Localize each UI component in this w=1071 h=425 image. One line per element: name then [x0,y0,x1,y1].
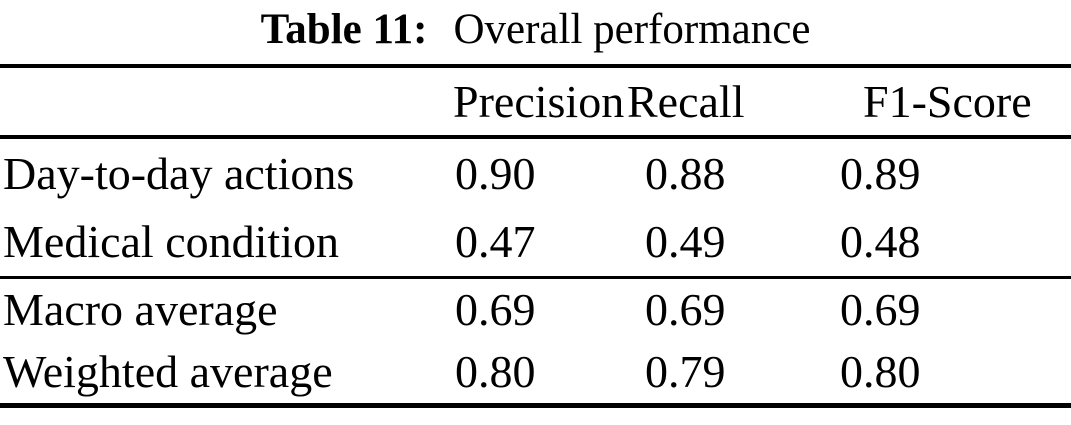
cell-f1score: 0.80 [840,346,921,398]
cell-recall: 0.88 [645,147,726,199]
cell-precision: 0.69 [455,284,536,336]
cell-recall: 0.69 [645,284,726,336]
cell-precision: 0.90 [455,147,536,199]
row-label: Weighted average [3,346,333,398]
cell-precision: 0.80 [455,346,536,398]
column-header-f1score: F1-Score [863,76,1032,127]
cell-recall: 0.79 [645,346,726,398]
table-group-classes: Day-to-day actions 0.90 0.88 0.89 Medica… [0,137,1071,277]
row-label: Day-to-day actions [3,147,355,199]
table-row-medical-condition: Medical condition 0.47 0.49 0.48 [0,207,1071,277]
row-label: Medical condition [3,215,339,267]
cell-recall: 0.49 [645,215,726,267]
table-caption-label: Table 11: [260,6,428,53]
column-header-precision: Precision [453,76,625,127]
cell-f1score: 0.48 [840,215,921,267]
table-row-day-to-day-actions: Day-to-day actions 0.90 0.88 0.89 [0,137,1071,207]
table-caption: Table 11: Overall performance [0,0,1071,64]
cell-f1score: 0.69 [840,284,921,336]
table-group-averages: Macro average 0.69 0.69 0.69 Weighted av… [0,277,1071,405]
performance-table: Precision Recall F1-Score Day-to-day act… [0,64,1071,408]
column-header-metric [0,66,450,137]
table-row-macro-average: Macro average 0.69 0.69 0.69 [0,277,1071,341]
table-caption-text: Overall performance [453,6,811,53]
table-header: Precision Recall F1-Score [0,66,1071,137]
table-row-weighted-average: Weighted average 0.80 0.79 0.80 [0,341,1071,405]
row-label: Macro average [3,284,278,336]
table-header-row: Precision Recall F1-Score [0,66,1071,137]
cell-f1score: 0.89 [840,147,921,199]
cell-precision: 0.47 [455,215,536,267]
column-header-recall: Recall [627,76,745,127]
